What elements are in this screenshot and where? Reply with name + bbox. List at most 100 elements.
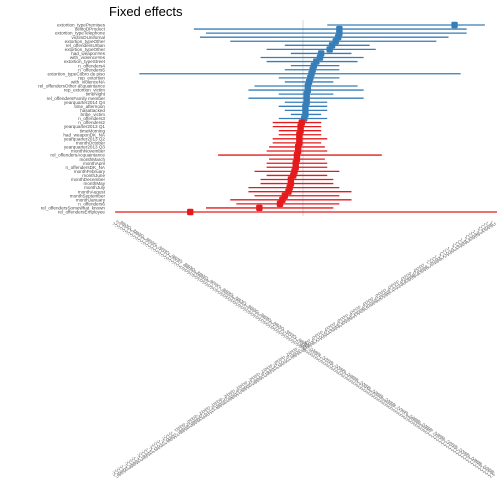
x-tick-label-mirror: 1 [428,263,433,269]
x-tick-label-mirror: 0.42 [349,309,359,318]
x-tick-label-mirror: -0.36 [250,374,261,383]
x-tick-label: 0.24 [332,364,342,373]
x-tick-label-mirror: 0.64 [377,291,387,300]
x-tick-label-mirror: 0.16 [316,331,326,340]
term-label: n_offenders6 [78,201,105,206]
x-tick-label: -0.76 [206,280,217,289]
x-tick-label-mirror: 1.48 [485,220,495,229]
x-tick-label: -0.1 [290,336,299,344]
x-tick-label-mirror: 0.58 [370,296,380,305]
x-tick-label-mirror: 0.2 [324,329,332,336]
term-label: bribe_victim [80,112,105,117]
estimate-points [187,21,458,216]
x-tick-label-mirror: -0.98 [173,426,184,435]
term-label: timeMorning [80,128,106,133]
x-tick-label-mirror: -0.42 [243,379,254,388]
x-tick-label-mirror: -0.28 [260,368,271,377]
x-tick-label-mirror: -0.62 [218,396,229,405]
x-tick-label: 0.76 [397,408,407,417]
x-tick-label-mirror: 0.72 [387,284,397,293]
x-tick-label-mirror: 1.22 [451,242,461,251]
x-tick-label: -0.26 [269,322,280,331]
x-tick-label-mirror: -0.04 [290,347,301,356]
x-tick-label: 1.12 [441,438,451,447]
x-tick-label: -0.06 [295,339,306,348]
x-tick-label-mirror: -0.48 [235,384,246,393]
x-tick-label-mirror: 0.4 [349,312,357,319]
x-tick-label: 0.74 [394,406,404,415]
x-tick-label: 0.56 [372,391,382,400]
x-tick-label-mirror: -1.32 [131,455,142,464]
x-tick-label: 1.36 [471,459,481,468]
x-tick-label: 0.6 [377,396,385,403]
x-tick-label-mirror: -0.9 [185,421,194,429]
x-tick-label-mirror: 1.5 [489,220,497,227]
x-tick-label-mirror: 0.34 [339,316,349,325]
term-label: rel_offendersEmployee [58,210,106,215]
x-tick-label: -0.28 [267,320,278,329]
x-tick-label: 0.3 [340,371,348,378]
x-tick-label-mirror: -0.74 [203,406,214,415]
x-tick-label-mirror: 0.52 [362,301,372,310]
x-tick-label: 0.62 [380,396,390,405]
x-tick-label: 0.42 [355,380,365,389]
term-label: yearquarter2013 Q3 [64,145,106,150]
x-tick-label-mirror: 0.8 [400,279,408,286]
x-tick-label: 1.34 [468,457,478,466]
x-tick-label: 1.08 [437,435,447,444]
y-axis-term-labels: extortion_typePremisesdelitoDProductexto… [38,23,106,215]
term-label: extortion_typeOther [65,47,106,52]
x-tick-label-mirror: -1.28 [136,452,147,461]
term-label: monthMay [84,181,106,186]
x-tick-label: 0.9 [414,421,422,428]
x-tick-label-mirror: 0.78 [395,279,405,288]
x-tick-label: -0.48 [242,303,253,312]
x-tick-label: -0.86 [193,271,204,280]
term-label: monthJanuary [76,197,106,202]
x-tick-label-mirror: -0.88 [185,418,196,427]
x-tick-label: 1.4 [476,463,484,470]
x-tick-label-mirror: -0.6 [222,395,231,403]
x-tick-label-mirror: 1.02 [426,259,436,268]
x-tick-label: 0.64 [382,398,392,407]
x-tick-label: 1.02 [429,430,439,439]
x-tick-label: -0.94 [183,265,194,274]
x-tick-label-mirror: 0.06 [304,340,314,349]
x-tick-label: -0.02 [300,342,311,351]
term-label: extortion_typeStreet [64,59,106,64]
term-label: monthSeptember [70,193,106,198]
x-tick-label-mirror: -0.3 [260,370,269,378]
x-tick-label-mirror: 0.82 [400,276,410,285]
term-label: extortion_typeCobro de piso [48,71,106,76]
term-label: yearquarter2013 Q2 [64,136,106,141]
x-tick-label-mirror: 0.36 [342,314,352,323]
x-tick-label-mirror: 0.3 [336,321,344,328]
x-tick-label: -1.36 [129,229,140,238]
x-tick-label: -0.38 [254,312,265,321]
x-tick-label-mirror: -1.04 [166,431,177,440]
x-tick-label: 1.18 [449,443,459,452]
x-tick-label-mirror: 1.04 [428,257,438,266]
x-tick-label-mirror: -0.26 [263,366,274,375]
x-tick-label: -1.38 [127,228,138,237]
x-tick-label-mirror: 1.14 [441,249,451,258]
x-tick-label-mirror: 0.02 [299,343,309,352]
x-tick-label-mirror: 0.62 [375,293,385,302]
x-tick-label-mirror: 0.84 [403,274,413,283]
x-tick-label-mirror: -1.02 [168,430,179,439]
x-tick-label-mirror: 0.98 [421,262,431,271]
x-tick-label: 0.28 [337,368,347,377]
x-tick-label: -0.78 [203,278,214,287]
x-tick-label: -0.68 [216,287,227,296]
x-tick-label-mirror: -1.16 [151,441,162,450]
x-tick-label: 1.14 [444,440,454,449]
x-tick-label: -0.92 [186,266,197,275]
term-label: with_violenceYes [70,55,106,60]
x-tick-label: 0.04 [307,348,317,357]
x-tick-label: -0.2 [277,328,286,336]
x-tick-label-mirror: -0.56 [225,391,236,400]
x-tick-label: -0.42 [249,308,260,317]
x-tick-label-mirror: 1.06 [431,256,441,265]
x-tick-label-mirror: 0.38 [344,313,354,322]
x-tick-label: -0.22 [274,325,285,334]
